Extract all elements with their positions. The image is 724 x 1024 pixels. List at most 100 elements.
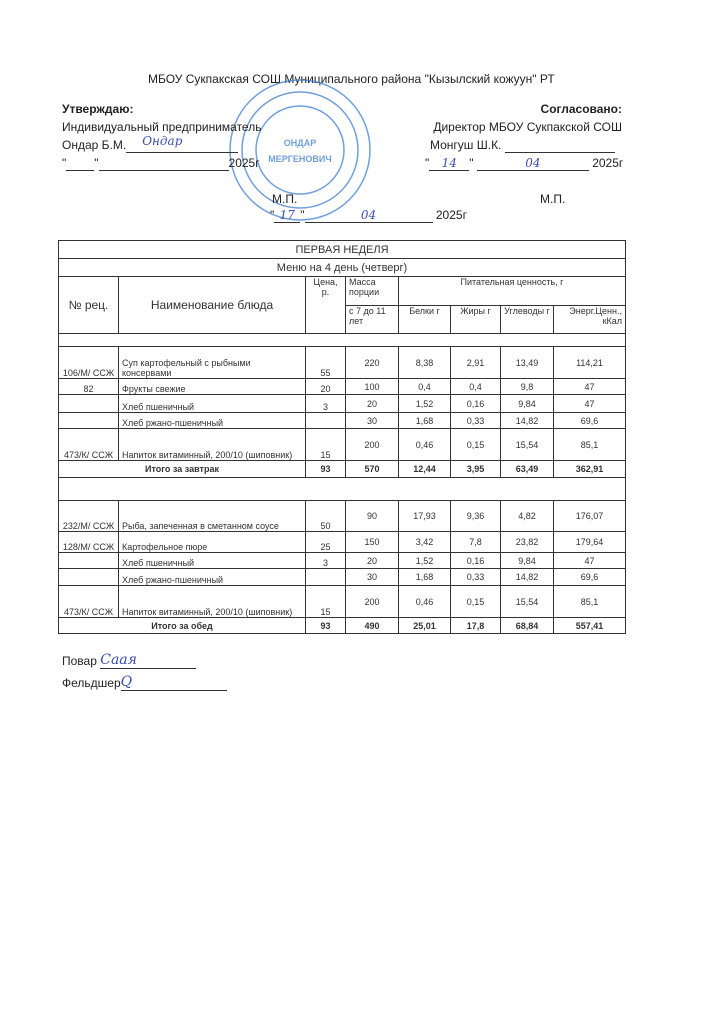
cell-energy: 114,21 [553, 346, 626, 379]
table-row: Хлеб ржано-пшеничный 30 1,68 0,33 14,82 69,6 [58, 412, 626, 429]
col-age: с 7 до 11 лет [345, 305, 399, 334]
cell-energy: 69,6 [553, 568, 626, 586]
cell-price: 15 [305, 428, 346, 461]
col-name: Наименование блюда [118, 276, 306, 334]
cell-mass: 220 [345, 346, 399, 379]
table-row: Хлеб пшеничный 3 20 1,52 0,16 9,84 47 [58, 552, 626, 569]
approver-mp: М.П. [272, 192, 298, 206]
approval-date-line: " 17 " 04 2025г [270, 208, 467, 223]
approve-label: Утверждаю: [62, 102, 134, 116]
approver-signature: Ондар [142, 134, 183, 148]
cell-name: Фрукты свежие [118, 378, 306, 395]
table-row: 106/М/ ССЖ Суп картофельный с рыбными кон… [58, 346, 626, 379]
cell-fat: 0,4 [450, 378, 501, 395]
cell-fat: 0,16 [450, 394, 501, 413]
cell-rec: 473/К/ ССЖ [58, 585, 119, 618]
cell-price: 50 [305, 500, 346, 532]
week-title: ПЕРВАЯ НЕДЕЛЯ [58, 240, 626, 259]
cell-fat: 0,33 [450, 568, 501, 586]
cell-fat: 9,36 [450, 500, 501, 532]
table-row: 232/М/ ССЖ Рыба, запеченная в сметанном с… [58, 500, 626, 532]
cell-rec [58, 552, 119, 569]
cell-protein: 1,52 [398, 394, 451, 413]
spacer-row [58, 333, 626, 347]
cell-mass: 20 [345, 394, 399, 413]
cell-price: 55 [305, 346, 346, 379]
approval-month: 04 [304, 208, 433, 223]
col-mass: Масса порции [345, 276, 399, 306]
col-energy: Энерг.Ценн., кКал [553, 305, 626, 334]
director-mp: М.П. [540, 192, 566, 206]
cell-protein: 1,68 [398, 412, 451, 429]
day-title: Меню на 4 день (четверг) [58, 258, 626, 277]
cell-protein: 0,46 [398, 428, 451, 461]
cell-energy: 69,6 [553, 412, 626, 429]
cell-price: 3 [305, 552, 346, 569]
menu-table: ПЕРВАЯ НЕДЕЛЯ Меню на 4 день (четверг) №… [58, 240, 626, 634]
official-stamp: ОНДАР МЕРГЕНОВИЧ [229, 79, 371, 221]
cell-protein: 0,46 [398, 585, 451, 618]
svg-text:ОНДАР: ОНДАР [284, 138, 316, 148]
cell-mass: 150 [345, 531, 399, 553]
cell-rec: 106/М/ ССЖ [58, 346, 119, 379]
cell-energy: 47 [553, 552, 626, 569]
cell-protein: 1,68 [398, 568, 451, 586]
cell-carbs: 4,82 [500, 500, 554, 532]
cell-price [305, 568, 346, 586]
cook-signature-line: Повар Саая [62, 652, 197, 670]
cell-protein: 0,4 [398, 378, 451, 395]
cell-carbs: 15,54 [500, 585, 554, 618]
cell-carbs: 9,84 [500, 394, 554, 413]
table-row: 82 Фрукты свежие 20 100 0,4 0,4 9,8 47 [58, 378, 626, 395]
cell-rec: 232/М/ ССЖ [58, 500, 119, 532]
approver-date-line: " " 2025г [62, 156, 260, 171]
director-day: 14 [429, 156, 470, 171]
table-row: 473/К/ ССЖ Напиток витаминный, 200/10 (ши… [58, 428, 626, 461]
agreed-label: Согласовано: [540, 102, 622, 116]
cell-carbs: 23,82 [500, 531, 554, 553]
cell-carbs: 15,54 [500, 428, 554, 461]
cell-price [305, 412, 346, 429]
cell-fat: 0,15 [450, 585, 501, 618]
director-year: 2025г [592, 156, 624, 170]
cell-mass: 30 [345, 412, 399, 429]
lunch-rows: 232/М/ ССЖ Рыба, запеченная в сметанном с… [58, 500, 626, 618]
approval-day: 17 [274, 208, 301, 223]
table-row: Хлеб пшеничный 3 20 1,52 0,16 9,84 47 [58, 394, 626, 413]
cell-price: 15 [305, 585, 346, 618]
cell-fat: 0,16 [450, 552, 501, 569]
col-carbs: Углеводы г [500, 305, 554, 334]
cell-mass: 100 [345, 378, 399, 395]
cell-fat: 0,15 [450, 428, 501, 461]
breakfast-total-row: Итого за завтрак 93 570 12,44 3,95 63,49… [58, 460, 626, 478]
cell-protein: 3,42 [398, 531, 451, 553]
cell-price: 3 [305, 394, 346, 413]
director-month: 04 [476, 156, 589, 171]
cell-name: Картофельное пюре [118, 531, 306, 553]
cell-mass: 30 [345, 568, 399, 586]
cell-rec: 82 [58, 378, 119, 395]
cell-rec [58, 568, 119, 586]
cell-name: Суп картофельный с рыбными консервами [118, 346, 306, 379]
col-protein: Белки г [398, 305, 451, 334]
cell-name: Хлеб пшеничный [118, 394, 306, 413]
cell-name: Напиток витаминный, 200/10 (шиповник) [118, 428, 306, 461]
cell-mass: 200 [345, 428, 399, 461]
approver-position: Индивидуальный предприниматель [62, 120, 262, 134]
medic-signature-line: ФельдшерQ [62, 674, 227, 692]
director-name-line: Монгуш Ш.К. [430, 138, 615, 153]
cell-name: Хлеб ржано-пшеничный [118, 568, 306, 586]
cell-price: 20 [305, 378, 346, 395]
cell-energy: 85,1 [553, 585, 626, 618]
cell-energy: 85,1 [553, 428, 626, 461]
spacer-row [58, 477, 626, 501]
cell-energy: 47 [553, 378, 626, 395]
cell-price: 25 [305, 531, 346, 553]
cell-mass: 90 [345, 500, 399, 532]
svg-text:МЕРГЕНОВИЧ: МЕРГЕНОВИЧ [268, 154, 331, 164]
cell-name: Рыба, запеченная в сметанном соусе [118, 500, 306, 532]
col-nutrition: Питательная ценность, г [398, 276, 626, 306]
table-row: 128/М/ ССЖ Картофельное пюре 25 150 3,42 7,8 2… [58, 531, 626, 553]
cell-energy: 176,07 [553, 500, 626, 532]
approver-name-line: Ондар Б.М. Ондар [62, 134, 239, 153]
